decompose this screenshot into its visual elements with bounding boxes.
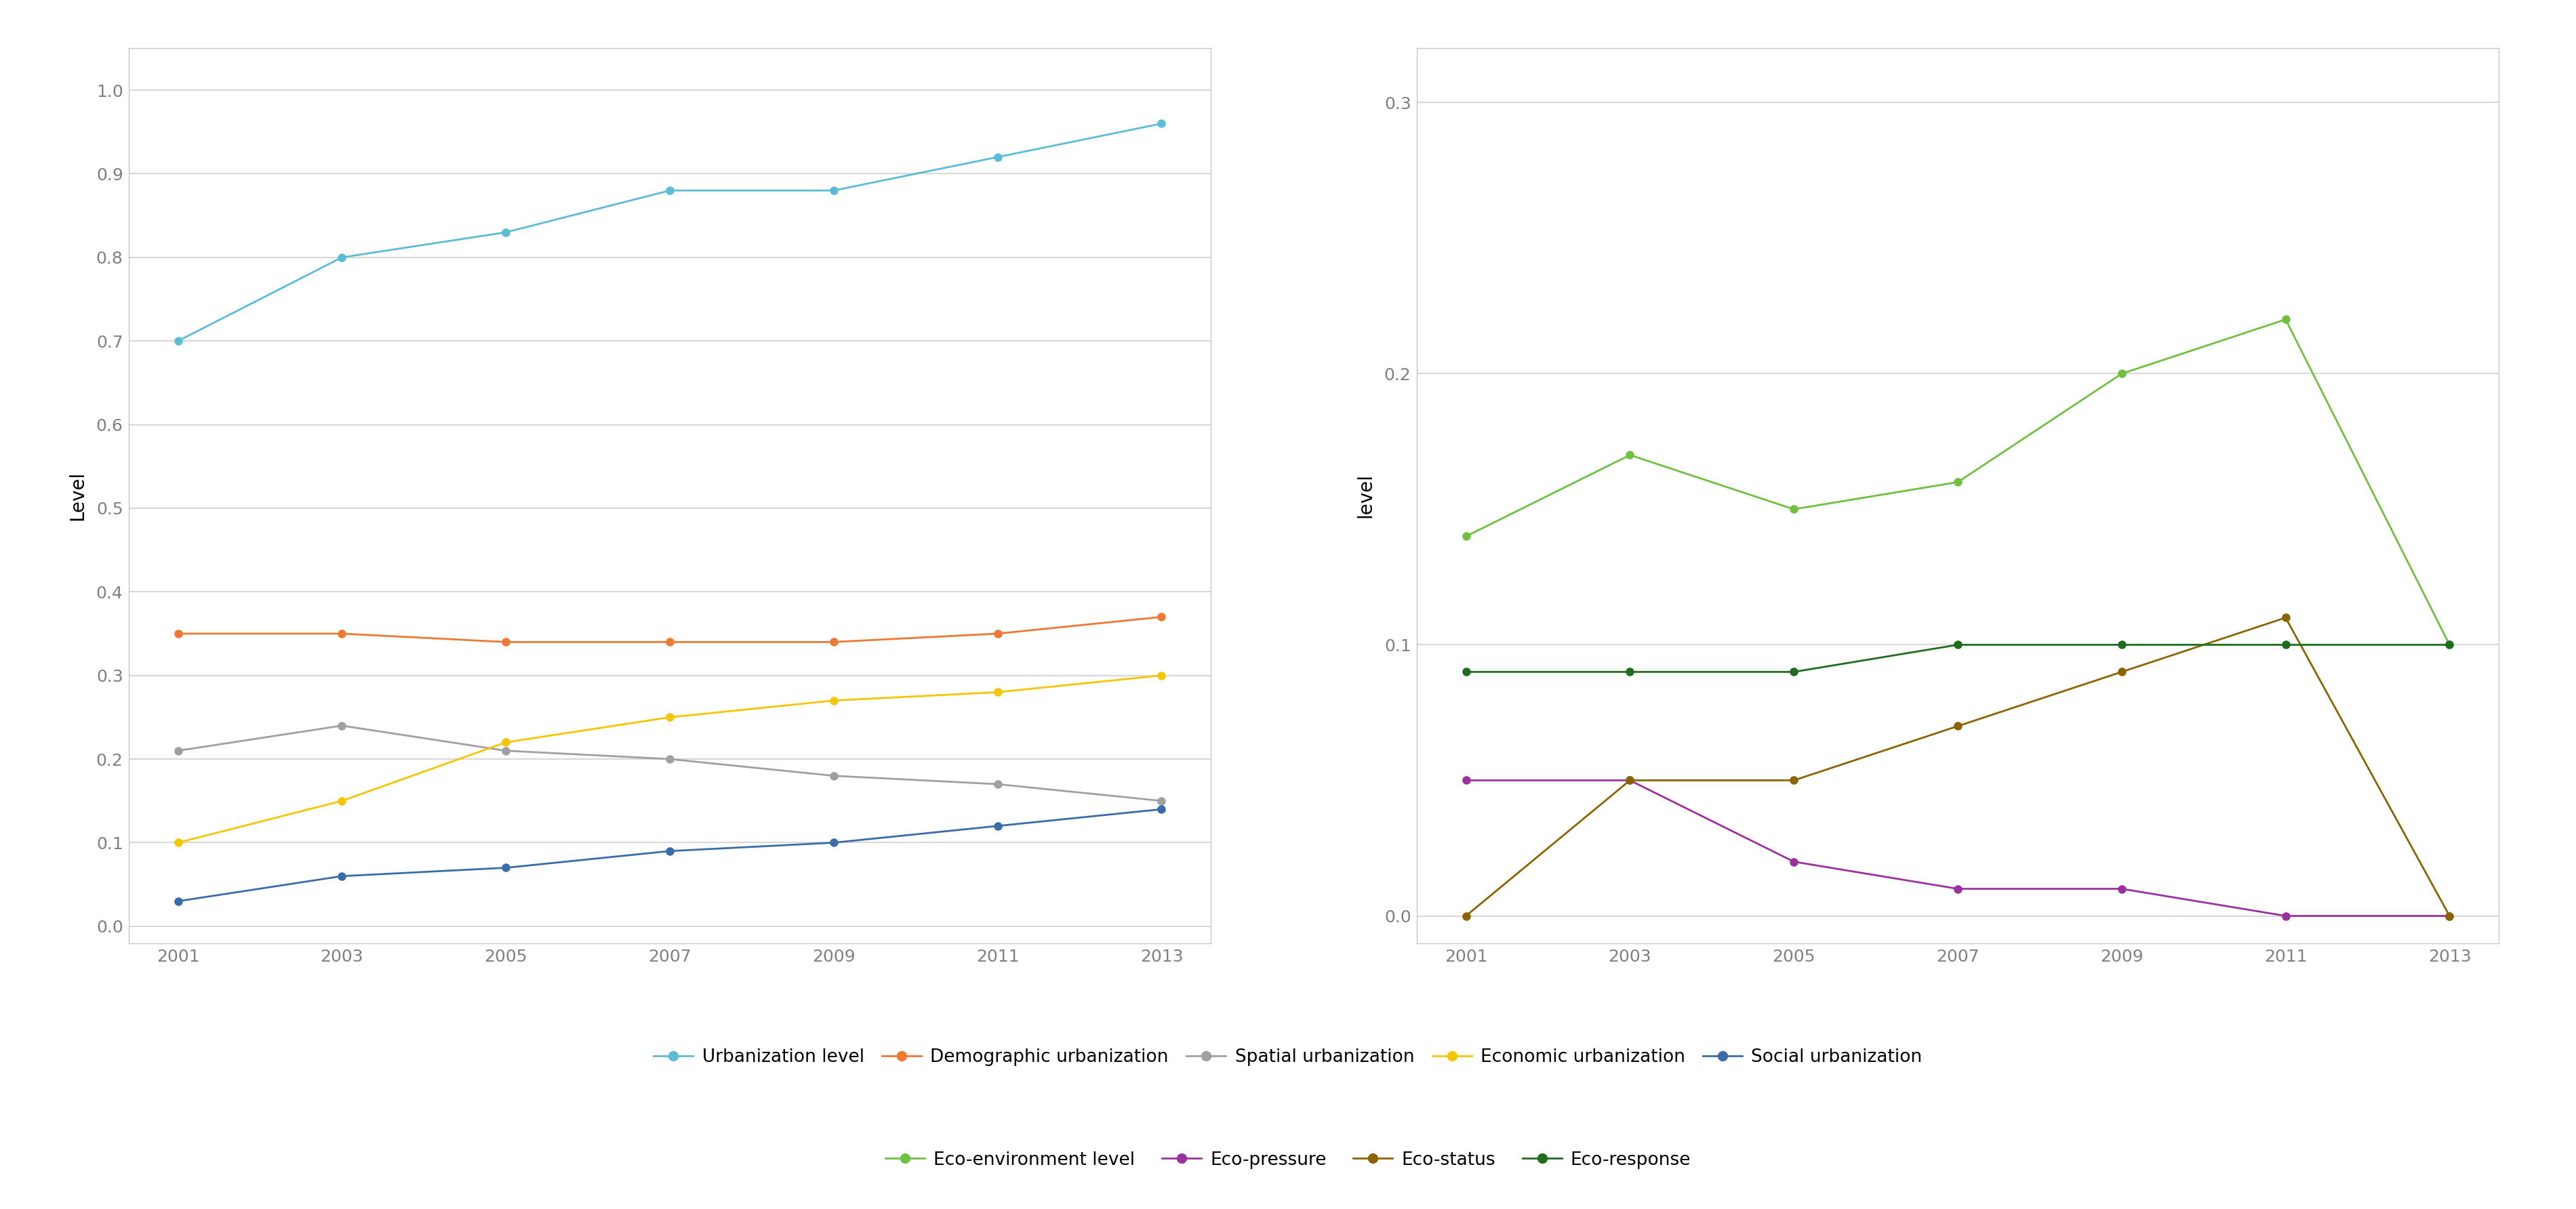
Legend: Urbanization level, Demographic urbanization, Spatial urbanization, Economic urb: Urbanization level, Demographic urbaniza… [647,1041,1929,1074]
Legend: Eco-environment level, Eco-pressure, Eco-status, Eco-response: Eco-environment level, Eco-pressure, Eco… [878,1144,1698,1176]
Y-axis label: level: level [1355,474,1376,517]
Y-axis label: Level: Level [67,472,88,520]
